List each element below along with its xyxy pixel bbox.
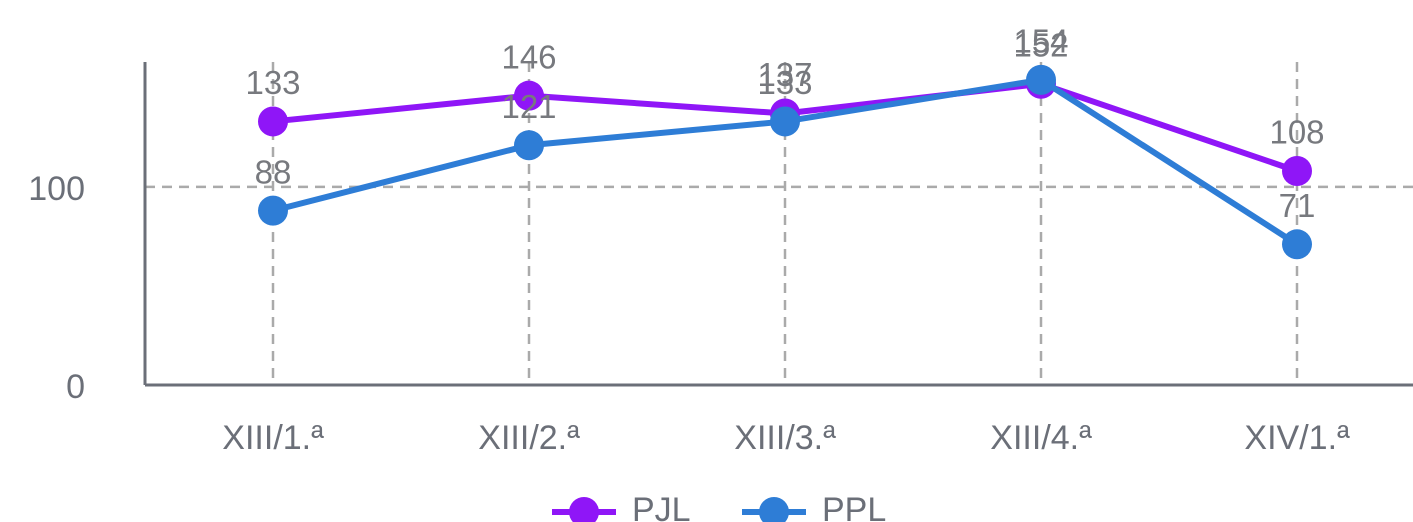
data-label: 121 — [501, 88, 556, 125]
y-tick-label: 100 — [28, 170, 85, 208]
point — [258, 195, 288, 226]
data-label: 133 — [757, 64, 812, 101]
data-label: 137 — [757, 56, 812, 93]
x-tick-label: XIII/1.ª — [222, 419, 324, 457]
x-tick-label: XIII/4.ª — [990, 419, 1092, 457]
point — [514, 130, 544, 161]
data-label: 71 — [1279, 187, 1316, 224]
data-label: 108 — [1269, 114, 1324, 151]
legend-label: PPL — [822, 491, 886, 522]
point — [1282, 229, 1312, 260]
x-tick-label: XIII/3.ª — [734, 419, 836, 457]
point — [1282, 155, 1312, 186]
data-label: 146 — [501, 38, 556, 75]
legend-marker — [569, 497, 599, 522]
y-tick-label: 0 — [66, 368, 85, 406]
legend-marker — [759, 497, 789, 522]
data-label: 154 — [1013, 23, 1068, 60]
data-label: 88 — [255, 153, 292, 190]
x-tick-label: XIII/2.ª — [478, 419, 580, 457]
data-label: 152 — [1013, 27, 1068, 64]
data-label: 133 — [245, 64, 300, 101]
point — [770, 106, 800, 137]
point — [258, 106, 288, 137]
point — [514, 80, 544, 111]
x-tick-label: XIV/1.ª — [1244, 419, 1350, 457]
legend-label: PJL — [632, 491, 691, 522]
point — [1026, 64, 1056, 95]
